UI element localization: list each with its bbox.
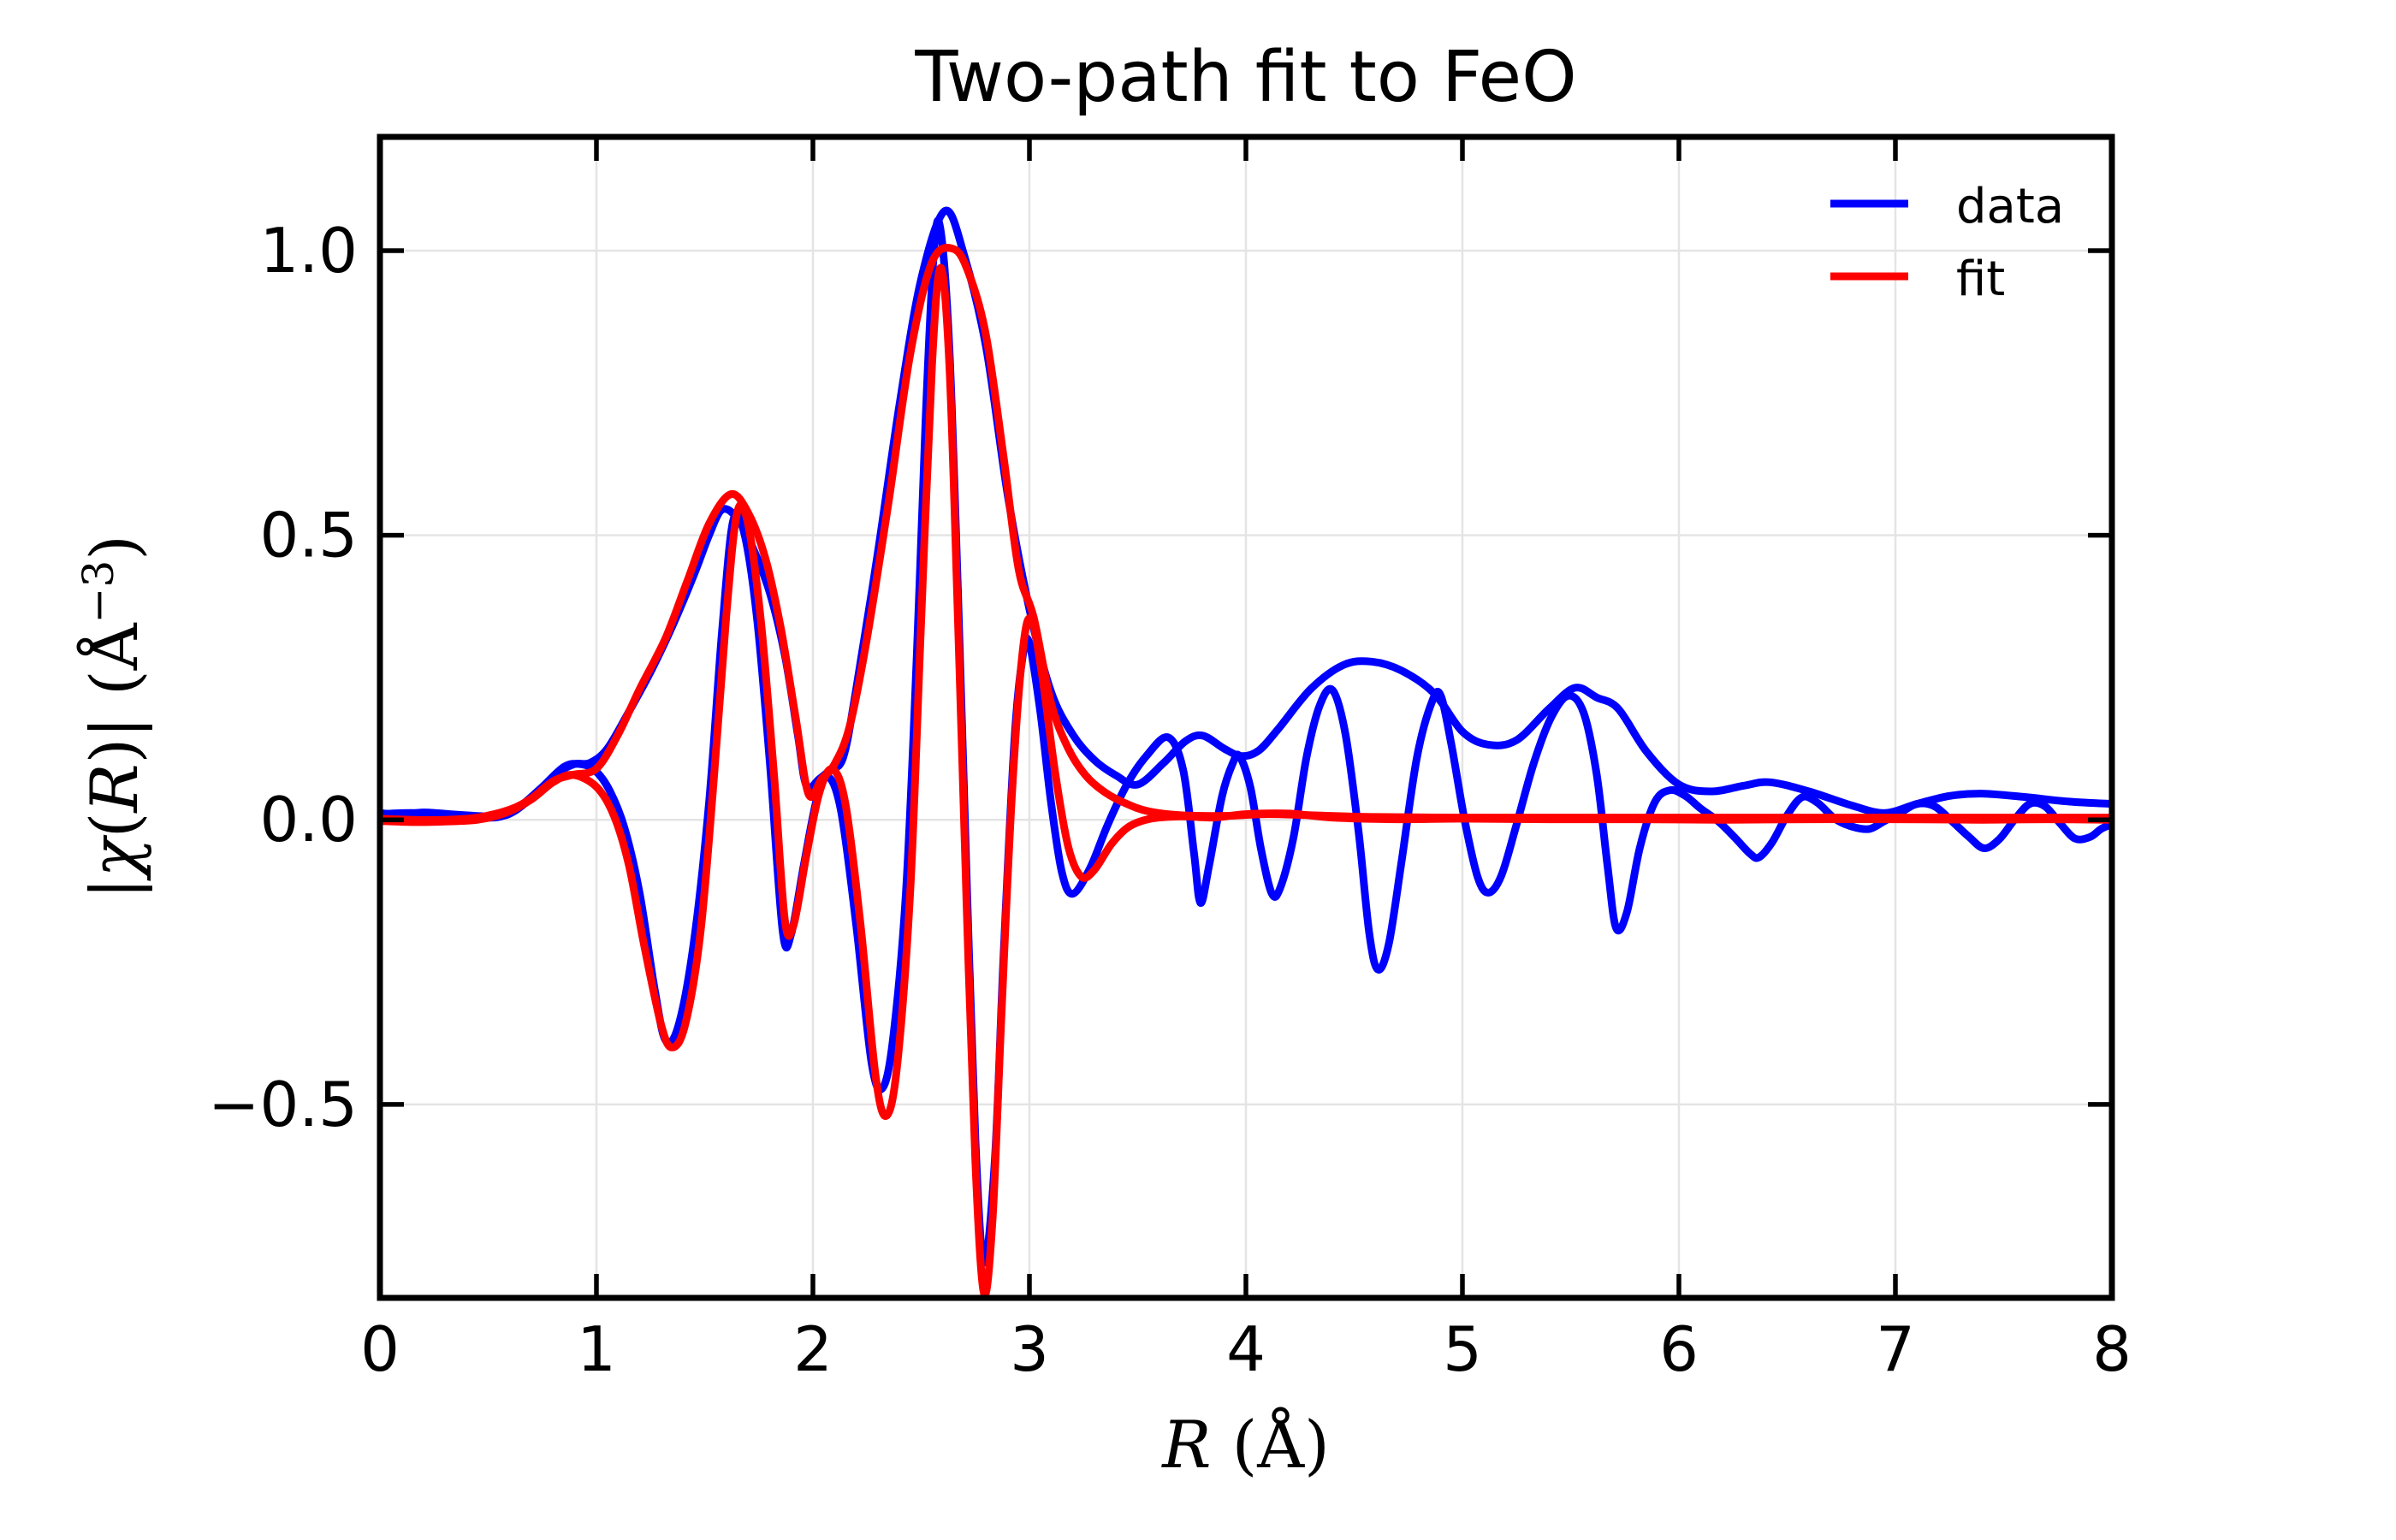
y-tick-label: 0.5 — [259, 500, 358, 572]
legend-label-data: data — [1956, 179, 2064, 234]
y-tick-label: 1.0 — [259, 215, 358, 287]
x-tick-label: 8 — [2092, 1313, 2132, 1385]
legend-label-fit: fit — [1956, 252, 2005, 307]
x-axis-label: R (Å) — [1160, 1406, 1330, 1483]
x-tick-labels: 0 1 2 3 4 5 6 7 8 — [360, 1313, 2132, 1385]
x-tick-label: 3 — [1010, 1313, 1049, 1385]
x-tick-label: 4 — [1226, 1313, 1266, 1385]
y-tick-label: 0.0 — [259, 784, 358, 856]
y-tick-labels: −0.5 0.0 0.5 1.0 — [208, 215, 358, 1140]
x-tick-label: 5 — [1443, 1313, 1482, 1385]
curve-fit-real-part-re-r- — [380, 264, 2112, 1298]
tick-marks — [377, 137, 2114, 1298]
y-tick-label: −0.5 — [208, 1069, 358, 1140]
x-tick-label: 0 — [360, 1313, 400, 1385]
chart-title: Two-path fit to FeO — [914, 37, 1576, 118]
y-axis-label: |χ(R)| (Å−3) — [74, 535, 152, 899]
x-tick-label: 6 — [1659, 1313, 1699, 1385]
plot-curves — [380, 206, 2112, 1298]
x-tick-label: 1 — [577, 1313, 616, 1385]
legend: data fit — [1830, 179, 2064, 307]
x-tick-label: 2 — [793, 1313, 833, 1385]
x-tick-label: 7 — [1876, 1313, 1915, 1385]
gridlines — [380, 137, 2112, 1298]
